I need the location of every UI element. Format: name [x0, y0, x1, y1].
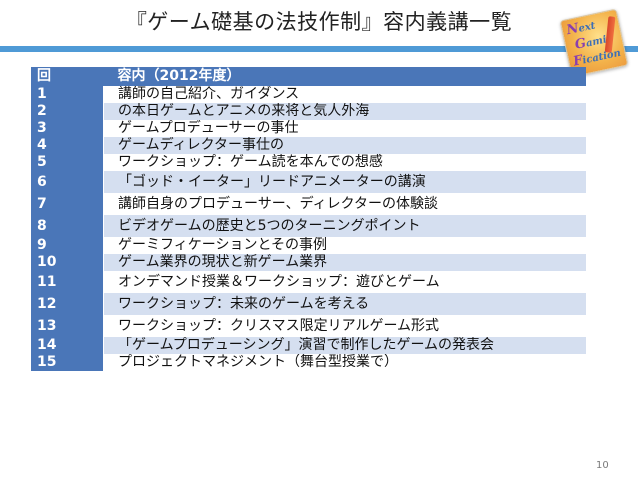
- course-schedule-table: 回 容内（2012年度） 1 講師の自己紹介、ガイダンス 2 の本日ゲームとアニ…: [31, 67, 586, 371]
- table-row: 14 「ゲームプロデューシング」演習で制作したゲームの発表会: [31, 337, 586, 354]
- session-number: 3: [31, 120, 104, 137]
- page-number: 10: [596, 460, 609, 471]
- table-row: 8 ビデオゲームの歴史と5つのターニングポイント: [31, 215, 586, 237]
- session-number: 9: [31, 237, 104, 254]
- session-number: 8: [31, 215, 104, 237]
- session-number: 12: [31, 293, 104, 315]
- session-number: 5: [31, 154, 104, 171]
- session-number: 7: [31, 193, 104, 215]
- session-number: 1: [31, 86, 104, 103]
- table-row: 6 「ゴッド・イーター」リードアニメーターの講演: [31, 171, 586, 193]
- session-topic: ワークショップ：未来のゲームを考える: [103, 293, 586, 315]
- session-number: 4: [31, 137, 104, 154]
- header-topic: 容内（2012年度）: [103, 67, 586, 86]
- session-topic: プロジェクトマネジメント（舞台型授業で）: [103, 354, 586, 371]
- session-number: 6: [31, 171, 104, 193]
- session-number: 15: [31, 354, 104, 371]
- session-topic: 講師自身のプロデューサー、ディレクターの体験談: [103, 193, 586, 215]
- table-row: 5 ワークショップ：ゲーム読を本んでの想感: [31, 154, 586, 171]
- table-row: 9 ゲーミフィケーションとその事例: [31, 237, 586, 254]
- session-topic: ゲームディレクター事仕の: [103, 137, 586, 154]
- session-topic: ゲームプロデューサーの事仕: [103, 120, 586, 137]
- table-row: 7 講師自身のプロデューサー、ディレクターの体験談: [31, 193, 586, 215]
- session-topic: ビデオゲームの歴史と5つのターニングポイント: [103, 215, 586, 237]
- table-row: 15 プロジェクトマネジメント（舞台型授業で）: [31, 354, 586, 371]
- slide-title: 『ゲーム礎基の法技作制』容内義講一覧: [125, 10, 513, 34]
- session-number: 10: [31, 254, 104, 271]
- table-row: 11 オンデマンド授業＆ワークショップ：遊びとゲーム: [31, 271, 586, 293]
- session-topic: オンデマンド授業＆ワークショップ：遊びとゲーム: [103, 271, 586, 293]
- header-session-number: 回: [31, 67, 104, 86]
- session-topic: ワークショップ：クリスマス限定リアルゲーム形式: [103, 315, 586, 337]
- session-number: 2: [31, 103, 104, 120]
- table-row: 1 講師の自己紹介、ガイダンス: [31, 86, 586, 103]
- table-row: 13 ワークショップ：クリスマス限定リアルゲーム形式: [31, 315, 586, 337]
- session-topic: 講師の自己紹介、ガイダンス: [103, 86, 586, 103]
- session-topic: 「ゴッド・イーター」リードアニメーターの講演: [103, 171, 586, 193]
- session-topic: ゲーミフィケーションとその事例: [103, 237, 586, 254]
- title-divider: [0, 46, 638, 52]
- table-row: 12 ワークショップ：未来のゲームを考える: [31, 293, 586, 315]
- session-number: 11: [31, 271, 104, 293]
- session-number: 13: [31, 315, 104, 337]
- session-topic: の本日ゲームとアニメの来将と気人外海: [103, 103, 586, 120]
- table-header-row: 回 容内（2012年度）: [31, 67, 586, 86]
- table-row: 2 の本日ゲームとアニメの来将と気人外海: [31, 103, 586, 120]
- table-row: 3 ゲームプロデューサーの事仕: [31, 120, 586, 137]
- session-number: 14: [31, 337, 104, 354]
- session-topic: 「ゲームプロデューシング」演習で制作したゲームの発表会: [103, 337, 586, 354]
- table-row: 10 ゲーム業界の現状と新ゲーム業界: [31, 254, 586, 271]
- session-topic: ワークショップ：ゲーム読を本んでの想感: [103, 154, 586, 171]
- table-row: 4 ゲームディレクター事仕の: [31, 137, 586, 154]
- session-topic: ゲーム業界の現状と新ゲーム業界: [103, 254, 586, 271]
